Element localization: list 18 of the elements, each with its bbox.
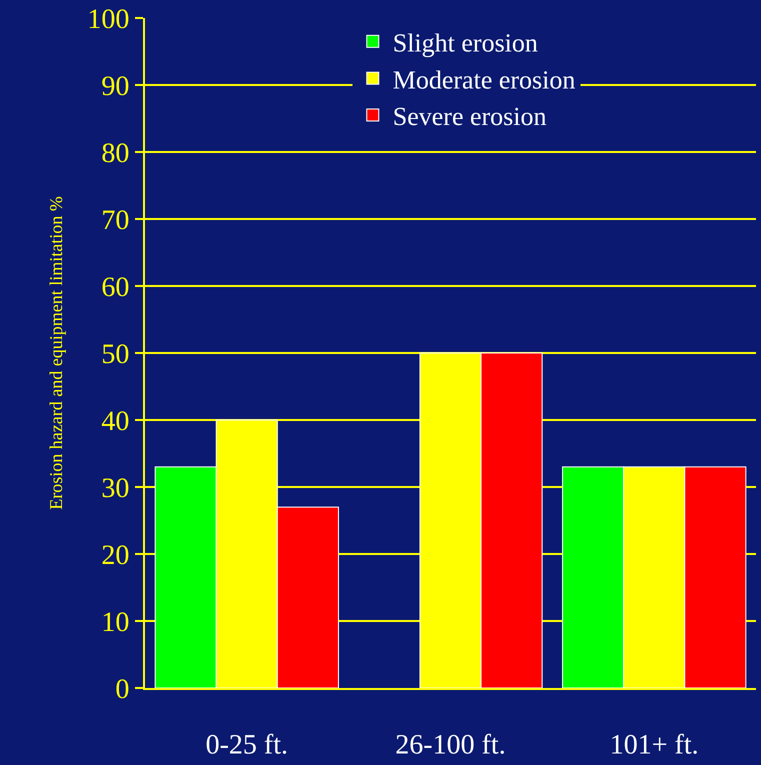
- y-tick-label: 90: [101, 70, 130, 102]
- legend-label: Severe erosion: [392, 102, 547, 132]
- y-tick-label: 0: [115, 674, 130, 705]
- y-tick-label: 70: [101, 204, 130, 236]
- x-tick-label: 0-25 ft.: [206, 730, 288, 761]
- legend-label: Slight erosion: [392, 28, 538, 58]
- y-tick-label: 30: [101, 472, 130, 504]
- x-tick-label: 26-100 ft.: [395, 730, 506, 761]
- y-tick-label: 60: [101, 272, 130, 303]
- y-axis-title: Erosion hazard and equipment limitation %: [46, 196, 66, 510]
- y-tick-label: 50: [101, 338, 130, 370]
- legend-label: Moderate erosion: [392, 65, 576, 94]
- x-tick-label: 101+ ft.: [610, 730, 699, 761]
- y-tick-label: 20: [101, 540, 130, 571]
- y-tick-label: 80: [101, 138, 130, 169]
- y-tick-label: 10: [101, 606, 130, 638]
- y-tick-label: 40: [101, 406, 130, 437]
- y-tick-label: 100: [87, 4, 130, 35]
